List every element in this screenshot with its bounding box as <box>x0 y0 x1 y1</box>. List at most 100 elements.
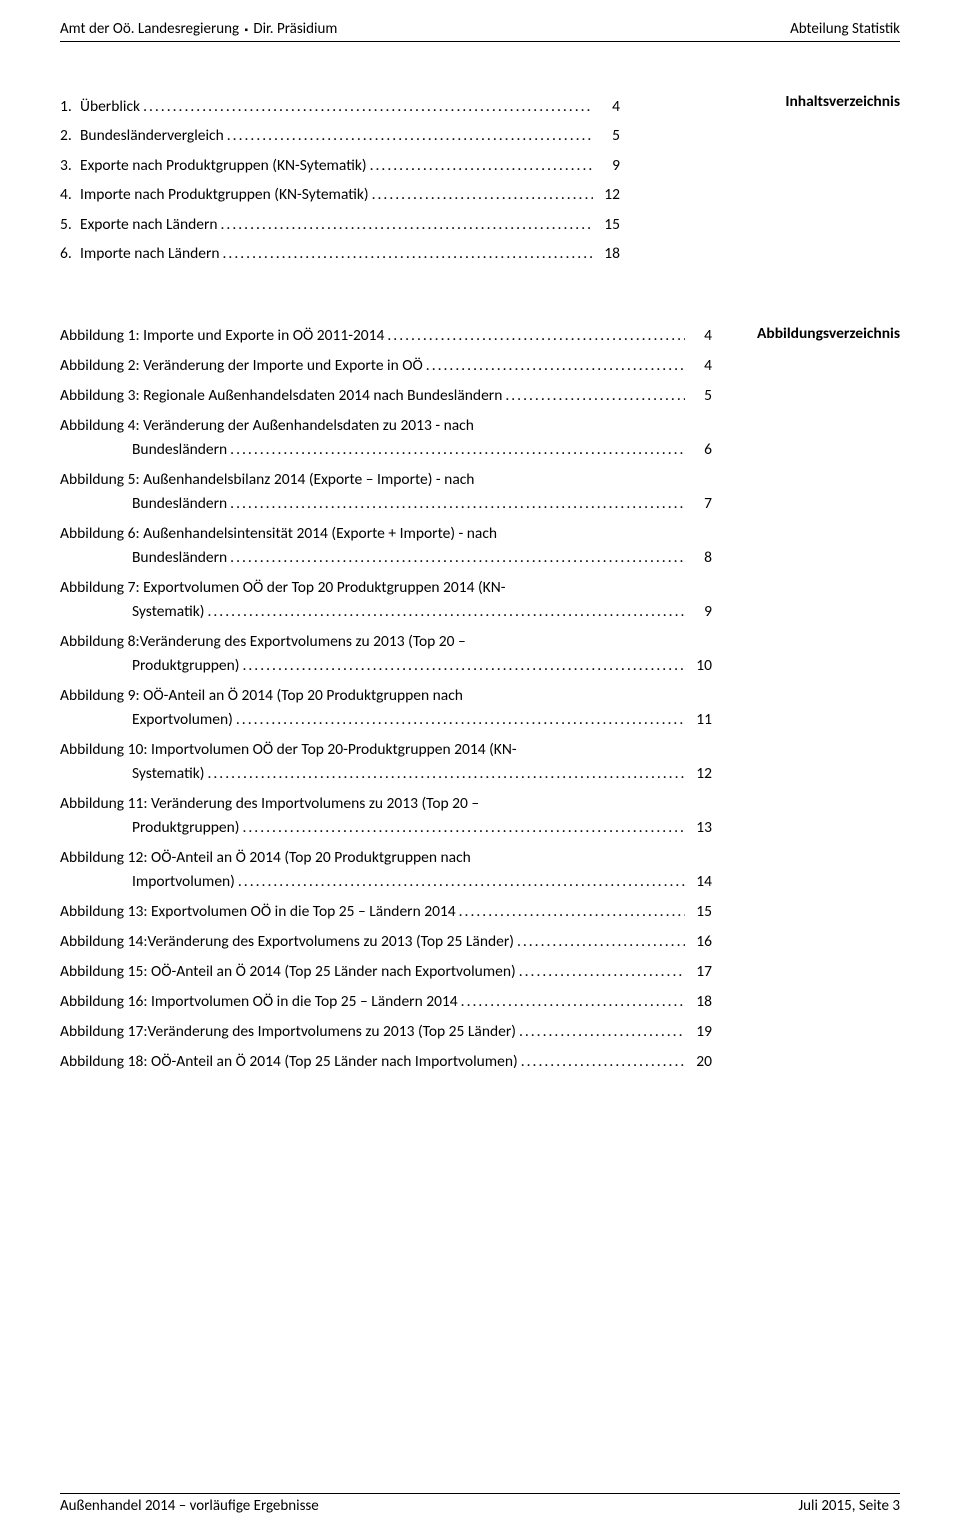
header-org: Amt der Oö. Landesregierung <box>60 20 239 38</box>
leader-dots: ........................................… <box>461 990 685 1014</box>
leader-dots: ........................................… <box>517 930 685 954</box>
figure-entry[interactable]: Abbildung 5: Außenhandelsbilanz 2014 (Ex… <box>60 468 712 516</box>
leader-dots: ........................................… <box>426 354 685 378</box>
figure-list-heading: Abbildungsverzeichnis <box>757 324 900 343</box>
toc-entry-title: Importe nach Ländern <box>80 239 220 268</box>
toc-entry-title: Importe nach Produktgruppen (KN-Sytemati… <box>80 180 369 209</box>
leader-dots: ........................................… <box>207 600 685 624</box>
toc-entry[interactable]: 1.Überblick.............................… <box>60 92 620 121</box>
leader-dots: ........................................… <box>227 121 593 150</box>
figure-entry-text: Abbildung 14:Veränderung des Exportvolum… <box>60 930 514 954</box>
leader-dots: ........................................… <box>519 1020 685 1044</box>
leader-dots: ........................................… <box>238 870 685 894</box>
figure-entry-text: Abbildung 11: Veränderung des Importvolu… <box>60 792 479 816</box>
toc-entry[interactable]: 3.Exporte nach Produktgruppen (KN-Sytema… <box>60 151 620 180</box>
figure-entry-text: Abbildung 4: Veränderung der Außenhandel… <box>60 414 474 438</box>
leader-dots: ........................................… <box>143 92 593 121</box>
figure-entry[interactable]: Abbildung 1: Importe und Exporte in OÖ 2… <box>60 324 712 348</box>
figure-entry-text: Abbildung 3: Regionale Außenhandelsdaten… <box>60 384 502 408</box>
figure-entry-text: Abbildung 16: Importvolumen OÖ in die To… <box>60 990 458 1014</box>
toc-entry-number: 5. <box>60 210 80 239</box>
figure-entry[interactable]: Abbildung 3: Regionale Außenhandelsdaten… <box>60 384 712 408</box>
leader-dots: ........................................… <box>236 708 685 732</box>
leader-dots: ........................................… <box>387 324 685 348</box>
figure-entry-page: 8 <box>688 546 712 570</box>
figure-entry-page: 15 <box>688 900 712 924</box>
figure-entry-text: Abbildung 2: Veränderung der Importe und… <box>60 354 423 378</box>
figure-entry-text: Abbildung 15: OÖ-Anteil an Ö 2014 (Top 2… <box>60 960 516 984</box>
leader-dots: ........................................… <box>230 546 685 570</box>
figure-entry[interactable]: Abbildung 2: Veränderung der Importe und… <box>60 354 712 378</box>
figure-entry-text: Abbildung 6: Außenhandelsintensität 2014… <box>60 522 497 546</box>
figure-entry[interactable]: Abbildung 17:Veränderung des Importvolum… <box>60 1020 712 1044</box>
figure-entry-text: Bundesländern <box>60 546 227 570</box>
figure-entry[interactable]: Abbildung 15: OÖ-Anteil an Ö 2014 (Top 2… <box>60 960 712 984</box>
figure-entry-page: 7 <box>688 492 712 516</box>
figure-entry-page: 10 <box>688 654 712 678</box>
toc-entry-number: 3. <box>60 151 80 180</box>
figure-entry[interactable]: Abbildung 9: OÖ-Anteil an Ö 2014 (Top 20… <box>60 684 712 732</box>
leader-dots: ........................................… <box>242 654 685 678</box>
figure-entry-page: 4 <box>688 354 712 378</box>
header-right: Abteilung Statistik <box>790 20 900 38</box>
figure-entry-text: Abbildung 17:Veränderung des Importvolum… <box>60 1020 516 1044</box>
figure-entry[interactable]: Abbildung 8:Veränderung des Exportvolume… <box>60 630 712 678</box>
toc-list: 1.Überblick.............................… <box>60 92 620 269</box>
leader-dots: ........................................… <box>521 1050 685 1074</box>
leader-dots: ........................................… <box>459 900 685 924</box>
toc-entry-page: 15 <box>596 210 620 239</box>
figure-entry-text: Abbildung 8:Veränderung des Exportvolume… <box>60 630 466 654</box>
figure-entry[interactable]: Abbildung 16: Importvolumen OÖ in die To… <box>60 990 712 1014</box>
toc-entry-page: 18 <box>596 239 620 268</box>
leader-dots: ........................................… <box>370 151 593 180</box>
toc-entry[interactable]: 4.Importe nach Produktgruppen (KN-Sytema… <box>60 180 620 209</box>
header-left: Amt der Oö. Landesregierung ▪ Dir. Präsi… <box>60 20 337 38</box>
figure-entry-text: Abbildung 12: OÖ-Anteil an Ö 2014 (Top 2… <box>60 846 471 870</box>
leader-dots: ........................................… <box>207 762 685 786</box>
figure-entry-text: Produktgruppen) <box>60 816 239 840</box>
toc-entry[interactable]: 2.Bundesländervergleich.................… <box>60 121 620 150</box>
footer-right: Juli 2015, Seite 3 <box>798 1497 900 1515</box>
figure-entry[interactable]: Abbildung 14:Veränderung des Exportvolum… <box>60 930 712 954</box>
header-dept: Dir. Präsidium <box>253 20 337 38</box>
toc-entry-title: Exporte nach Ländern <box>80 210 218 239</box>
figure-entry-text: Exportvolumen) <box>60 708 233 732</box>
leader-dots: ........................................… <box>242 816 685 840</box>
figure-entry-text: Abbildung 7: Exportvolumen OÖ der Top 20… <box>60 576 506 600</box>
figure-entry-page: 6 <box>688 438 712 462</box>
figure-entry[interactable]: Abbildung 10: Importvolumen OÖ der Top 2… <box>60 738 712 786</box>
figure-entry[interactable]: Abbildung 13: Exportvolumen OÖ in die To… <box>60 900 712 924</box>
toc-entry-page: 4 <box>596 92 620 121</box>
toc-heading: Inhaltsverzeichnis <box>785 92 900 111</box>
toc-entry-title: Bundesländervergleich <box>80 121 224 150</box>
figure-entry-text: Bundesländern <box>60 492 227 516</box>
figure-entry-page: 18 <box>688 990 712 1014</box>
figure-entry-page: 20 <box>688 1050 712 1074</box>
figure-entry[interactable]: Abbildung 6: Außenhandelsintensität 2014… <box>60 522 712 570</box>
figure-entry-page: 13 <box>688 816 712 840</box>
figure-entry[interactable]: Abbildung 4: Veränderung der Außenhandel… <box>60 414 712 462</box>
figure-entry-page: 19 <box>688 1020 712 1044</box>
figure-entry[interactable]: Abbildung 18: OÖ-Anteil an Ö 2014 (Top 2… <box>60 1050 712 1074</box>
toc-entry[interactable]: 6.Importe nach Ländern..................… <box>60 239 620 268</box>
leader-dots: ........................................… <box>230 492 685 516</box>
page-container: Amt der Oö. Landesregierung ▪ Dir. Präsi… <box>0 0 960 1537</box>
figure-entry-page: 9 <box>688 600 712 624</box>
figure-entry-text: Systematik) <box>60 600 204 624</box>
figure-entry-text: Bundesländern <box>60 438 227 462</box>
leader-dots: ........................................… <box>519 960 685 984</box>
toc-entry-page: 9 <box>596 151 620 180</box>
footer-left: Außenhandel 2014 – vorläufige Ergebnisse <box>60 1497 319 1515</box>
figure-entry-page: 4 <box>688 324 712 348</box>
toc-entry[interactable]: 5.Exporte nach Ländern..................… <box>60 210 620 239</box>
figure-entry-text: Abbildung 13: Exportvolumen OÖ in die To… <box>60 900 456 924</box>
leader-dots: ........................................… <box>223 239 593 268</box>
figure-entry[interactable]: Abbildung 12: OÖ-Anteil an Ö 2014 (Top 2… <box>60 846 712 894</box>
figure-entry[interactable]: Abbildung 7: Exportvolumen OÖ der Top 20… <box>60 576 712 624</box>
figure-entry[interactable]: Abbildung 11: Veränderung des Importvolu… <box>60 792 712 840</box>
figure-entry-page: 11 <box>688 708 712 732</box>
leader-dots: ........................................… <box>505 384 685 408</box>
toc-entry-number: 1. <box>60 92 80 121</box>
figure-entry-text: Abbildung 5: Außenhandelsbilanz 2014 (Ex… <box>60 468 474 492</box>
page-footer: Außenhandel 2014 – vorläufige Ergebnisse… <box>60 1493 900 1515</box>
